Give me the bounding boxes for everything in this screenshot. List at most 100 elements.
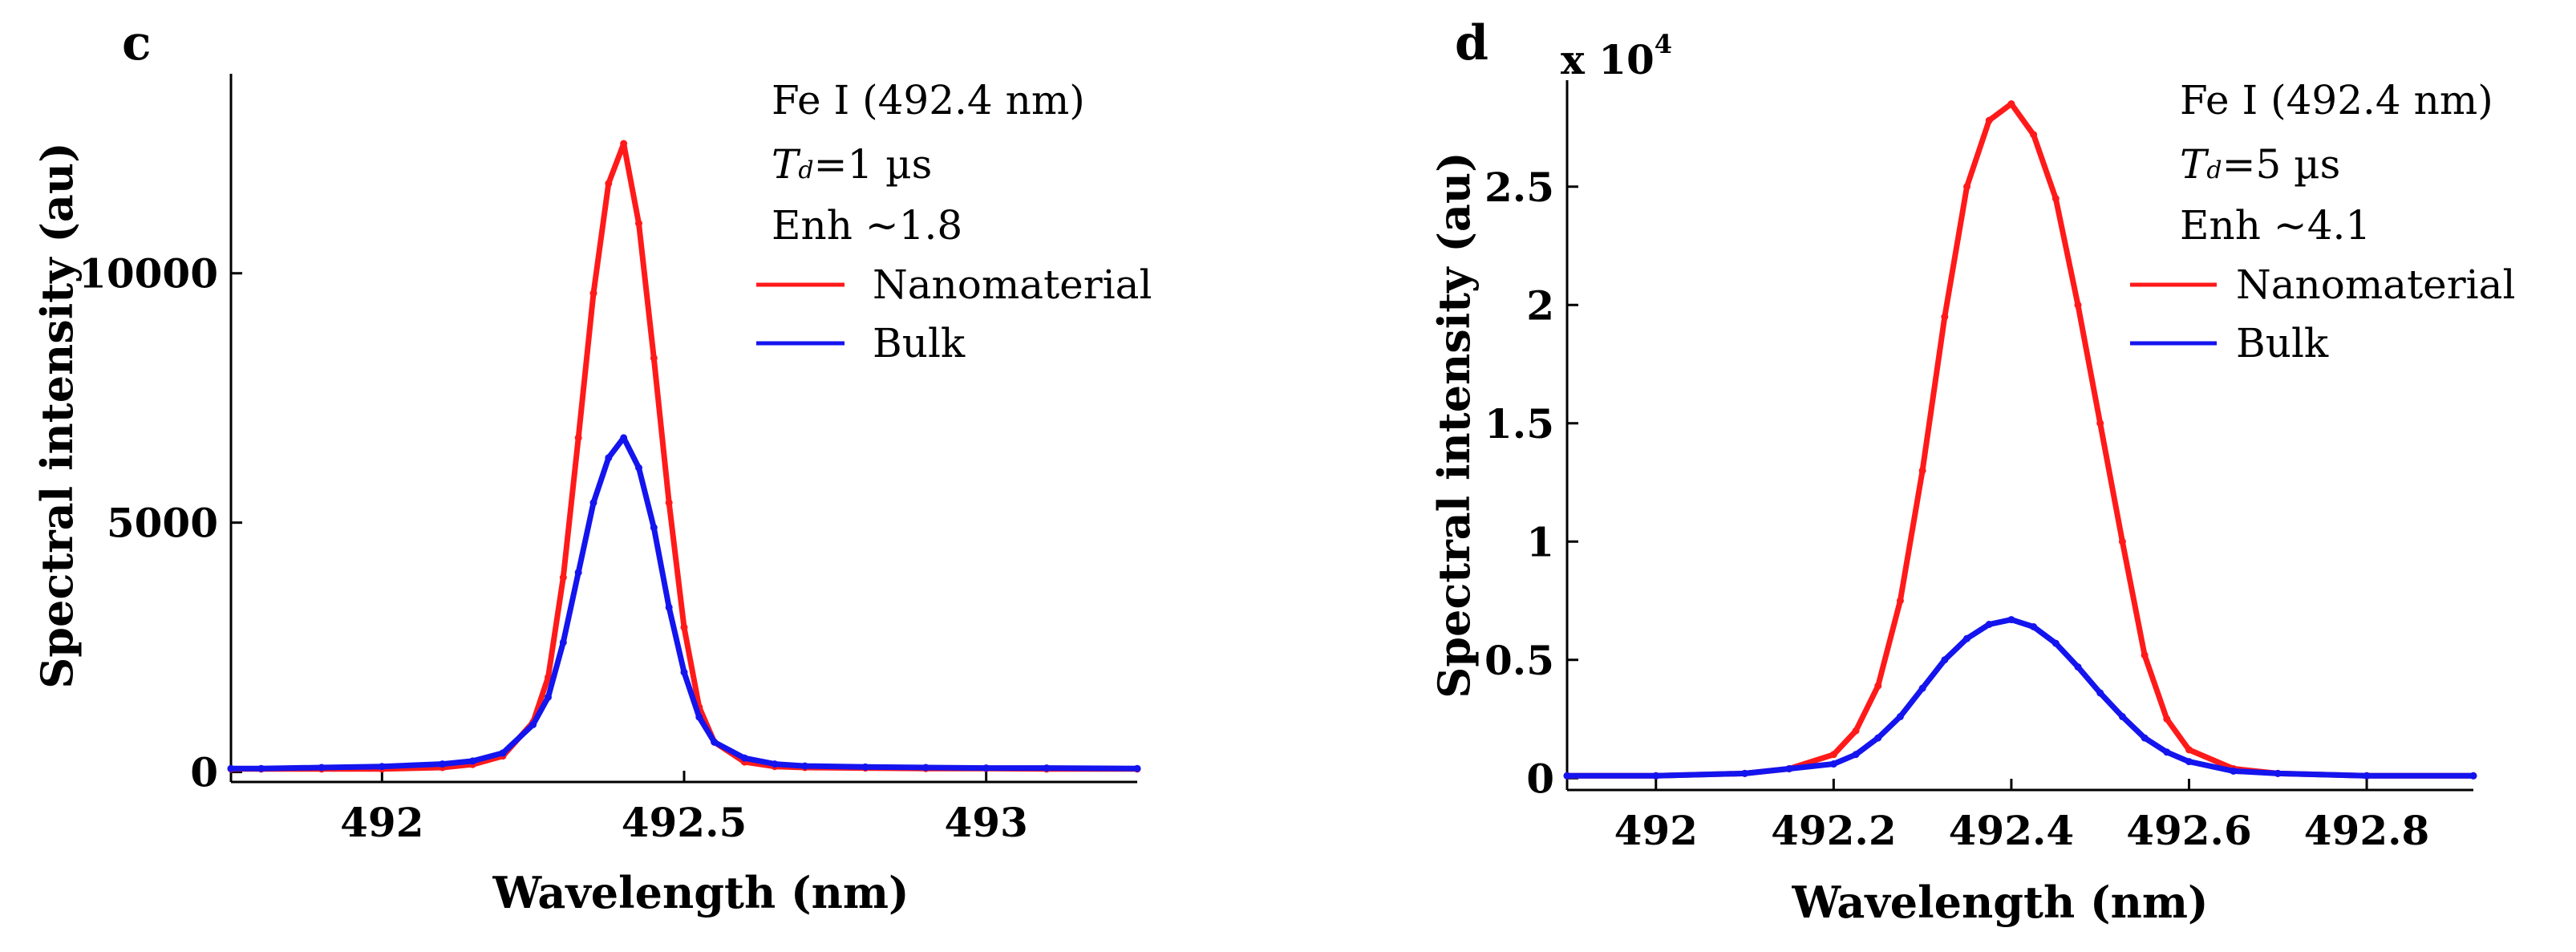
data-point-bulk xyxy=(2469,772,2477,780)
data-point-bulk xyxy=(2118,713,2126,721)
data-point-bulk xyxy=(2230,767,2238,775)
x-tick-label: 492.4 xyxy=(1949,807,2075,854)
data-point-nanomaterial xyxy=(1852,727,1860,735)
data-point-bulk xyxy=(559,638,567,646)
data-point-nanomaterial xyxy=(1896,597,1904,605)
legend-label-bulk: Bulk xyxy=(873,320,966,367)
data-point-bulk xyxy=(921,764,930,772)
data-point-bulk xyxy=(620,434,628,442)
x-tick-label: 492.8 xyxy=(2304,807,2430,854)
td-value: =1 µs xyxy=(814,141,933,188)
data-point-bulk xyxy=(589,499,597,507)
data-point-bulk xyxy=(1874,734,1882,742)
data-point-bulk xyxy=(695,713,703,721)
data-point-nanomaterial xyxy=(2185,746,2193,754)
data-point-bulk xyxy=(1741,769,1749,777)
annotation-line: Fe I (492.4 nm) xyxy=(2180,77,2493,124)
data-point-bulk xyxy=(318,764,326,772)
data-point-bulk xyxy=(257,764,265,772)
data-point-nanomaterial xyxy=(2074,301,2082,309)
td-symbol: T xyxy=(772,141,801,188)
legend: Nanomaterial Bulk xyxy=(756,261,1152,367)
data-point-nanomaterial xyxy=(665,499,673,507)
data-point-nanomaterial xyxy=(635,220,642,228)
data-point-bulk xyxy=(1652,772,1660,780)
data-point-nanomaterial xyxy=(2163,715,2171,723)
x-ticks: 492 492.2 492.4 492.6 492.8 xyxy=(1614,779,2430,854)
series-line-bulk xyxy=(228,435,1140,772)
data-point-nanomaterial xyxy=(605,180,613,188)
x-tick-label: 492.2 xyxy=(1771,807,1897,854)
data-point-bulk xyxy=(2074,663,2082,671)
x-tick-label: 492 xyxy=(1614,807,1698,854)
x-tick-label: 492.5 xyxy=(622,799,747,846)
data-point-bulk xyxy=(378,763,386,771)
data-point-bulk xyxy=(2141,734,2149,742)
y-axis-title: Spectral intensity (au) xyxy=(31,142,83,688)
y-tick-label: 0.5 xyxy=(1484,637,1554,684)
data-point-bulk xyxy=(1963,634,1971,642)
y-ticks: 0 0.5 1 1.5 2 2.5 xyxy=(1484,164,1578,802)
y-tick-label: 2.5 xyxy=(1484,164,1554,211)
panel-c: c 492 492.5 493 0 5000 10000 Wavelength (nm)… xyxy=(31,15,1152,918)
series-layer xyxy=(1563,100,2477,780)
data-point-nanomaterial xyxy=(2141,651,2149,659)
data-point-nanomaterial xyxy=(574,434,582,442)
data-point-bulk xyxy=(2007,616,2015,624)
x-tick-label: 492.6 xyxy=(2126,807,2252,854)
annotation-enhancement: Enh ~4.1 xyxy=(2180,202,2371,249)
data-point-nanomaterial xyxy=(1985,116,1993,124)
annotation-delay: Td=5 µs xyxy=(2180,141,2340,188)
data-point-bulk xyxy=(227,764,235,772)
td-symbol: T xyxy=(2180,141,2209,188)
data-point-bulk xyxy=(2185,758,2193,766)
data-point-bulk xyxy=(1985,621,1993,628)
data-point-nanomaterial xyxy=(589,290,597,298)
data-point-bulk xyxy=(2163,748,2171,756)
legend: Nanomaterial Bulk xyxy=(2130,261,2515,367)
data-point-bulk xyxy=(2363,772,2371,780)
data-point-bulk xyxy=(771,760,779,768)
y-ticks: 0 5000 10000 xyxy=(79,250,242,796)
data-point-bulk xyxy=(1043,764,1051,772)
data-point-bulk xyxy=(665,603,673,611)
x-tick-label: 493 xyxy=(944,799,1027,846)
data-point-bulk xyxy=(468,757,476,765)
data-point-nanomaterial xyxy=(680,623,688,631)
data-point-bulk xyxy=(1785,764,1793,772)
td-subscript: d xyxy=(798,156,813,184)
legend-label-nanomaterial: Nanomaterial xyxy=(2236,261,2515,308)
data-point-bulk xyxy=(982,764,990,772)
data-point-nanomaterial xyxy=(559,573,567,581)
data-point-bulk xyxy=(1829,760,1837,768)
data-point-nanomaterial xyxy=(1963,183,1971,191)
data-point-nanomaterial xyxy=(2051,195,2060,202)
y-tick-label: 10000 xyxy=(79,250,218,298)
td-subscript: d xyxy=(2206,156,2222,184)
annotation-line: Fe I (492.4 nm) xyxy=(772,77,1085,124)
data-point-bulk xyxy=(1896,713,1904,721)
data-point-bulk xyxy=(439,760,447,768)
data-point-bulk xyxy=(635,464,642,472)
x-tick-label: 492 xyxy=(340,799,423,846)
data-point-bulk xyxy=(1563,772,1571,780)
data-point-bulk xyxy=(605,454,613,462)
y-tick-label: 0 xyxy=(1526,755,1554,802)
series-layer xyxy=(227,140,1141,773)
y-tick-label: 5000 xyxy=(107,500,218,547)
data-point-nanomaterial xyxy=(1918,467,1926,475)
annotation-delay: Td=1 µs xyxy=(772,141,932,188)
data-point-bulk xyxy=(711,738,719,746)
data-point-bulk xyxy=(1918,684,1926,692)
data-point-bulk xyxy=(529,720,537,728)
data-point-bulk xyxy=(740,754,748,762)
x-axis-title: Wavelength (nm) xyxy=(1791,877,2208,928)
data-point-nanomaterial xyxy=(2096,419,2104,427)
y-tick-label: 2 xyxy=(1526,282,1554,329)
data-point-nanomaterial xyxy=(2030,131,2038,139)
x-axis-title: Wavelength (nm) xyxy=(492,867,909,918)
data-point-nanomaterial xyxy=(2007,100,2015,107)
data-point-nanomaterial xyxy=(620,140,628,148)
data-point-nanomaterial xyxy=(650,354,658,362)
